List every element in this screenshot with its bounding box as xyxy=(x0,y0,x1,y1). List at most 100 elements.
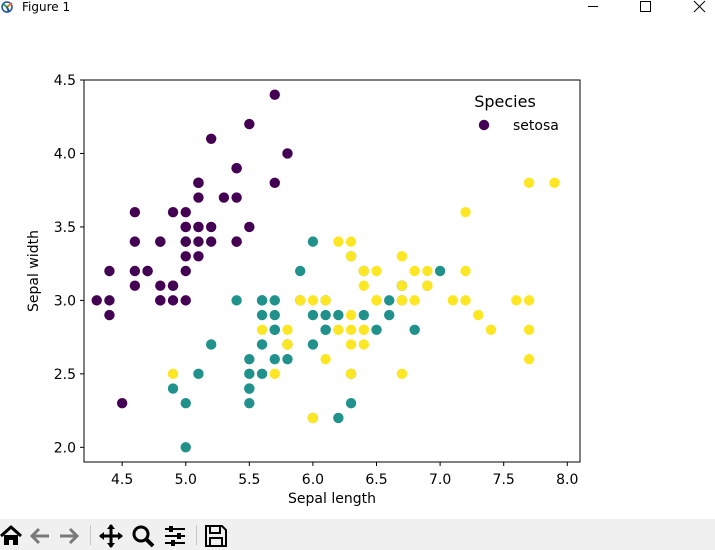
data-point-series-2 xyxy=(167,368,179,380)
home-icon xyxy=(0,525,23,545)
data-point-series-0 xyxy=(205,221,217,233)
x-tick-label: 4.5 xyxy=(111,472,133,488)
data-point-series-2 xyxy=(396,280,408,291)
data-point-series-2 xyxy=(345,309,357,321)
data-point-series-1 xyxy=(282,353,293,365)
data-point-series-2 xyxy=(345,339,357,350)
minimize-icon xyxy=(588,6,598,7)
data-point-series-1 xyxy=(409,324,420,335)
data-point-series-2 xyxy=(358,339,369,350)
save-button[interactable] xyxy=(203,523,229,549)
data-point-series-2 xyxy=(523,353,535,365)
data-point-series-0 xyxy=(129,236,141,247)
axes-ticks: 4.5 5.0 5.5 6.0 6.5 7.0 7.5 8.0 2.0 2.5 3.0 3.5 4.0 4… xyxy=(54,73,579,488)
zoom-icon xyxy=(132,525,155,548)
data-point-series-2 xyxy=(460,207,471,218)
data-point-series-0 xyxy=(116,398,128,409)
data-point-series-2 xyxy=(345,236,357,247)
data-point-series-2 xyxy=(358,265,369,277)
data-point-series-1 xyxy=(384,309,395,321)
data-point-series-0 xyxy=(205,133,217,144)
data-point-series-2 xyxy=(371,265,382,277)
data-point-series-0 xyxy=(129,280,141,291)
x-tick-label: 7.5 xyxy=(493,472,515,488)
x-tick-label: 6.0 xyxy=(302,472,324,488)
data-point-series-1 xyxy=(244,383,255,394)
data-point-series-2 xyxy=(358,324,369,335)
data-point-series-2 xyxy=(256,324,268,335)
data-point-series-2 xyxy=(523,295,535,306)
maximize-button[interactable] xyxy=(622,0,668,16)
y-tick-label: 2.0 xyxy=(54,440,76,456)
y-axis-label: Sepal width xyxy=(26,230,42,312)
data-point-series-2 xyxy=(358,280,369,291)
x-axis-label: Sepal length xyxy=(288,491,376,507)
data-point-series-2 xyxy=(396,368,408,380)
data-point-series-1 xyxy=(358,309,369,321)
data-point-series-0 xyxy=(167,280,179,291)
data-point-series-1 xyxy=(345,398,357,409)
configure-subplots-button[interactable] xyxy=(162,523,188,549)
data-point-series-1 xyxy=(256,295,268,306)
navigation-toolbar xyxy=(0,519,715,550)
data-point-series-1 xyxy=(269,309,280,321)
data-point-series-2 xyxy=(307,295,319,306)
data-point-series-0 xyxy=(231,236,242,247)
data-point-series-0 xyxy=(142,265,153,277)
x-tick-label: 8.0 xyxy=(556,472,578,488)
data-point-series-0 xyxy=(193,221,204,233)
data-point-series-0 xyxy=(244,221,255,233)
data-point-series-2 xyxy=(422,265,433,277)
pan-button[interactable] xyxy=(98,523,124,549)
data-point-series-2 xyxy=(333,236,344,247)
data-point-series-2 xyxy=(320,295,331,306)
data-point-series-1 xyxy=(256,339,268,350)
data-point-series-0 xyxy=(180,207,191,218)
plot-frame xyxy=(83,79,581,463)
data-point-series-1 xyxy=(434,265,446,277)
data-point-series-2 xyxy=(333,324,344,335)
data-point-series-0 xyxy=(282,148,293,159)
data-point-series-0 xyxy=(155,236,166,247)
data-point-series-1 xyxy=(320,309,331,321)
data-point-series-0 xyxy=(269,89,280,100)
forward-button[interactable] xyxy=(56,523,82,549)
data-point-series-2 xyxy=(282,339,293,350)
data-point-series-2 xyxy=(523,177,535,189)
data-point-series-0 xyxy=(104,295,115,306)
close-button[interactable] xyxy=(676,0,715,16)
data-point-series-2 xyxy=(396,251,408,262)
data-point-series-2 xyxy=(485,324,497,335)
data-point-series-2 xyxy=(511,295,522,306)
pan-icon xyxy=(99,524,123,548)
back-button[interactable] xyxy=(27,523,53,549)
minimize-button[interactable] xyxy=(570,0,616,16)
data-point-series-1 xyxy=(193,368,204,380)
data-point-series-0 xyxy=(104,265,115,277)
data-point-series-2 xyxy=(345,368,357,380)
data-point-series-0 xyxy=(244,118,255,130)
data-point-series-2 xyxy=(422,280,433,291)
data-point-series-1 xyxy=(295,265,306,277)
legend-title: Species xyxy=(474,92,536,111)
x-tick-label: 7.0 xyxy=(429,472,451,488)
data-point-series-1 xyxy=(244,398,255,409)
data-point-series-0 xyxy=(205,236,217,247)
data-point-series-2 xyxy=(549,177,560,189)
home-button[interactable] xyxy=(0,523,24,549)
data-point-series-0 xyxy=(180,221,191,233)
toolbar-separator xyxy=(90,525,91,545)
data-point-series-1 xyxy=(320,324,331,335)
data-point-series-2 xyxy=(345,324,357,335)
data-point-series-1 xyxy=(269,295,280,306)
app-icon xyxy=(0,0,18,16)
zoom-button[interactable] xyxy=(130,523,156,549)
data-point-series-1 xyxy=(307,236,319,247)
data-point-series-2 xyxy=(345,251,357,262)
data-point-series-2 xyxy=(447,295,459,306)
data-point-series-0 xyxy=(129,207,141,218)
data-point-series-1 xyxy=(307,339,319,350)
data-point-series-2 xyxy=(409,295,420,306)
save-icon xyxy=(205,525,227,547)
data-point-series-2 xyxy=(320,353,331,365)
